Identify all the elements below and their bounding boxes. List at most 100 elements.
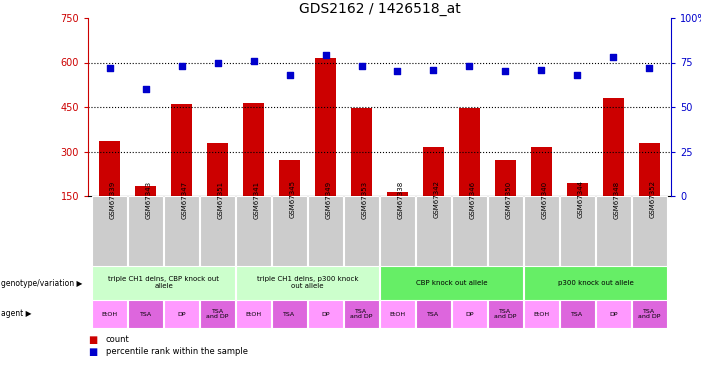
Bar	[596, 300, 631, 328]
Text: EtOH: EtOH	[390, 312, 406, 316]
Point	[104, 65, 115, 71]
Text: GSM67350: GSM67350	[505, 180, 512, 219]
Bar	[272, 300, 307, 328]
Bar	[560, 196, 595, 266]
Bar	[350, 108, 372, 196]
Bar	[632, 196, 667, 266]
Text: TSA: TSA	[571, 312, 583, 316]
Bar	[92, 196, 127, 266]
Text: GSM67353: GSM67353	[362, 180, 367, 219]
Bar	[243, 102, 264, 196]
Point	[536, 67, 547, 73]
Bar	[524, 266, 667, 300]
Bar	[315, 58, 336, 196]
Bar	[200, 196, 236, 266]
Bar	[92, 300, 127, 328]
Text: GSM67345: GSM67345	[290, 180, 296, 219]
Bar	[387, 192, 408, 196]
Bar	[458, 108, 480, 196]
Bar	[164, 196, 199, 266]
Text: agent ▶: agent ▶	[1, 309, 32, 318]
Point	[644, 65, 655, 71]
Text: DP: DP	[609, 312, 618, 316]
Text: TSA: TSA	[139, 312, 151, 316]
Text: TSA
and DP: TSA and DP	[638, 309, 660, 319]
Text: GSM67343: GSM67343	[146, 180, 151, 219]
Bar	[488, 300, 523, 328]
Bar	[128, 196, 163, 266]
Point	[212, 60, 223, 66]
Bar	[236, 300, 271, 328]
Text: ■: ■	[88, 335, 97, 345]
Text: TSA
and DP: TSA and DP	[206, 309, 229, 319]
Text: GSM67352: GSM67352	[649, 180, 655, 219]
Bar	[272, 196, 307, 266]
Bar	[423, 147, 444, 196]
Text: TSA: TSA	[428, 312, 440, 316]
Bar	[279, 160, 300, 196]
Bar	[632, 300, 667, 328]
Point	[320, 53, 331, 58]
Bar	[164, 300, 199, 328]
Text: count: count	[106, 336, 129, 345]
Bar	[344, 300, 379, 328]
Text: GSM67340: GSM67340	[541, 180, 547, 219]
Bar	[236, 266, 379, 300]
Text: GSM67348: GSM67348	[613, 180, 620, 219]
Bar	[128, 300, 163, 328]
Bar	[416, 300, 451, 328]
Title: GDS2162 / 1426518_at: GDS2162 / 1426518_at	[299, 2, 461, 16]
Bar	[560, 300, 595, 328]
Point	[428, 67, 439, 73]
Text: percentile rank within the sample: percentile rank within the sample	[106, 348, 247, 357]
Text: EtOH: EtOH	[533, 312, 550, 316]
Text: GSM67341: GSM67341	[254, 180, 259, 219]
Text: triple CH1 delns, CBP knock out
allele: triple CH1 delns, CBP knock out allele	[108, 276, 219, 290]
Text: EtOH: EtOH	[102, 312, 118, 316]
Bar	[380, 266, 523, 300]
Point	[176, 63, 187, 69]
Bar	[524, 196, 559, 266]
Bar	[380, 196, 415, 266]
Bar	[566, 183, 588, 196]
Text: CBP knock out allele: CBP knock out allele	[416, 280, 487, 286]
Text: EtOH: EtOH	[245, 312, 261, 316]
Bar	[99, 141, 121, 196]
Point	[248, 58, 259, 64]
Text: TSA
and DP: TSA and DP	[494, 309, 517, 319]
Point	[356, 63, 367, 69]
Bar	[236, 196, 271, 266]
Bar	[135, 186, 156, 196]
Text: GSM67344: GSM67344	[578, 180, 583, 219]
Text: DP: DP	[465, 312, 474, 316]
Text: genotype/variation ▶: genotype/variation ▶	[1, 279, 83, 288]
Text: GSM67351: GSM67351	[217, 180, 224, 219]
Bar	[308, 196, 343, 266]
Bar	[452, 300, 487, 328]
Point	[140, 86, 151, 92]
Text: TSA: TSA	[283, 312, 296, 316]
Bar	[524, 300, 559, 328]
Text: GSM67339: GSM67339	[109, 180, 116, 219]
Bar	[452, 196, 487, 266]
Text: GSM67338: GSM67338	[397, 180, 404, 219]
Text: TSA
and DP: TSA and DP	[350, 309, 373, 319]
Bar	[308, 300, 343, 328]
Text: p300 knock out allele: p300 knock out allele	[557, 280, 633, 286]
Bar	[200, 300, 236, 328]
Text: triple CH1 delns, p300 knock
out allele: triple CH1 delns, p300 knock out allele	[257, 276, 358, 290]
Bar	[416, 196, 451, 266]
Text: DP: DP	[321, 312, 329, 316]
Bar	[207, 142, 229, 196]
Bar	[380, 300, 415, 328]
Point	[392, 68, 403, 74]
Text: GSM67347: GSM67347	[182, 180, 188, 219]
Point	[284, 72, 295, 78]
Bar	[531, 147, 552, 196]
Bar	[596, 196, 631, 266]
Text: ■: ■	[88, 347, 97, 357]
Bar	[495, 160, 516, 196]
Point	[572, 72, 583, 78]
Point	[608, 54, 619, 60]
Text: DP: DP	[177, 312, 186, 316]
